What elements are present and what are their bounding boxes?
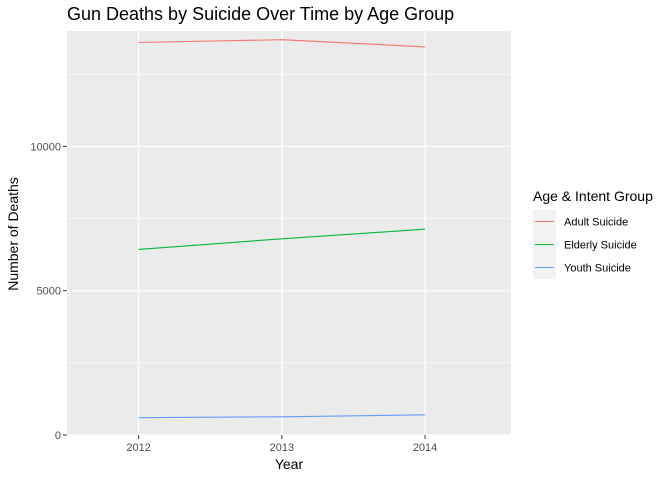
x-axis-title: Year [275, 456, 304, 472]
legend: Age & Intent Group Adult Suicide Elderly … [533, 188, 653, 279]
series-line-youth-suicide [138, 414, 426, 419]
series-line-elderly-suicide [138, 228, 426, 250]
legend-title: Age & Intent Group [533, 188, 653, 204]
plot-panel [67, 31, 511, 435]
series-line-adult-suicide [138, 39, 426, 48]
major-gridlines [67, 31, 511, 436]
minor-gridlines [67, 73, 511, 364]
legend-label-adult-suicide: Adult Suicide [564, 217, 628, 229]
x-tick-label: 2013 [270, 442, 294, 454]
x-tick-label: 2014 [413, 442, 437, 454]
legend-label-elderly-suicide: Elderly Suicide [564, 240, 637, 252]
legend-label-youth-suicide: Youth Suicide [564, 263, 631, 275]
y-axis-title: Number of Deaths [5, 177, 21, 291]
series-lines [138, 39, 426, 419]
y-tick-label: 5000 [37, 286, 61, 298]
y-tick-label: 10000 [30, 141, 61, 153]
chart-title: Gun Deaths by Suicide Over Time by Age G… [67, 4, 454, 24]
y-axis: 0 5000 10000 [30, 141, 67, 442]
x-axis: 2012 2013 2014 [126, 435, 437, 454]
x-tick-label: 2012 [126, 442, 150, 454]
y-tick-label: 0 [55, 430, 61, 442]
